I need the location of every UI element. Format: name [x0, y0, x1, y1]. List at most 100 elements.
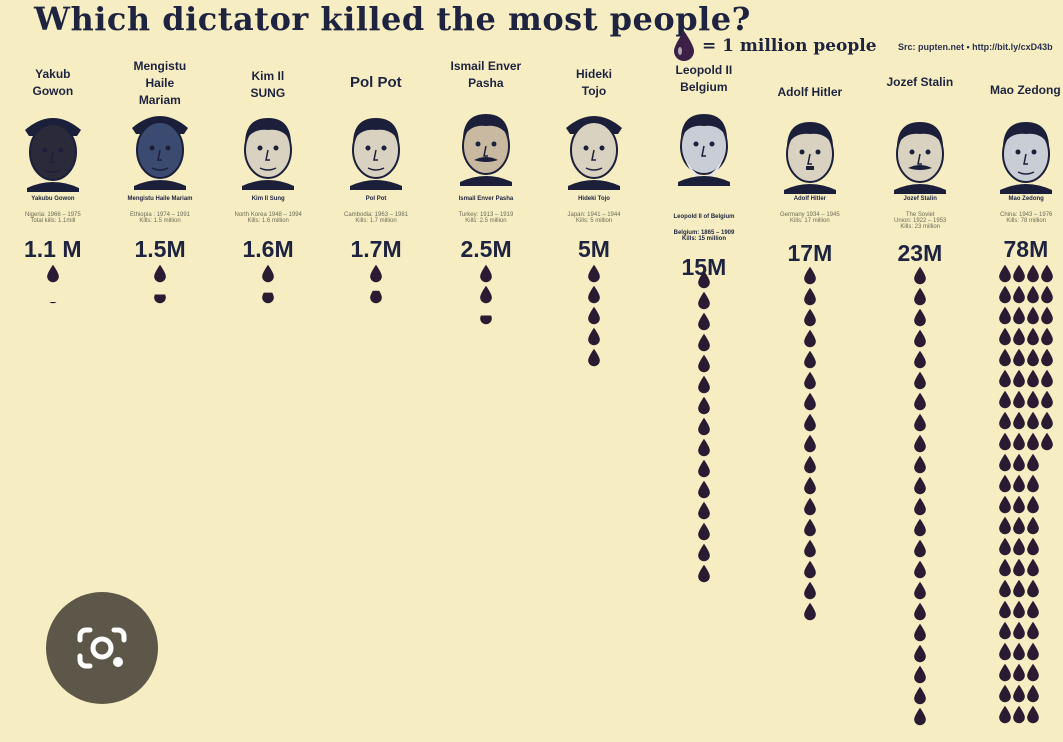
death-total: 1.5M — [134, 236, 186, 262]
blood-drop-icon — [1027, 369, 1039, 388]
blood-drop-icon — [804, 560, 816, 579]
portrait — [558, 100, 630, 190]
blood-drop-icon — [1027, 327, 1039, 346]
blood-drop-icon — [1013, 369, 1025, 388]
blood-drop-icon — [914, 539, 926, 558]
death-total: 23M — [897, 240, 943, 266]
death-total: 1.7M — [350, 236, 402, 262]
blood-drop-icon — [999, 432, 1011, 451]
blood-drop-icon — [1027, 495, 1039, 514]
caption-line: Kills: 2.5 million — [465, 218, 507, 224]
blood-drop-icon — [1041, 390, 1053, 409]
caption-name: Mengistu Haile Mariam — [127, 196, 193, 202]
blood-drop-icon — [914, 623, 926, 642]
blood-drop-icon — [804, 518, 816, 537]
blood-drop-icon — [1041, 411, 1053, 430]
blood-drop-icon — [1027, 432, 1039, 451]
caption-line: Kills: 1.7 million — [355, 218, 397, 224]
blood-drop-icon — [999, 390, 1011, 409]
caption-name: Hideki Tojo — [578, 196, 610, 202]
blood-drop-icon — [914, 644, 926, 663]
blood-drop-icon — [1027, 600, 1039, 619]
blood-drop-icon — [914, 266, 926, 285]
dictator-caption: Adolf Hitler Germany 1934 – 1945 Kills: 17… — [780, 196, 840, 224]
blood-drop-icon — [804, 287, 816, 306]
blood-drop-icon — [1027, 579, 1039, 598]
portrait — [668, 96, 740, 186]
dictator-caption: Mao Zedong China: 1943 – 1976 Kills: 78 mi… — [1000, 196, 1052, 224]
blood-drop-icon — [1013, 411, 1025, 430]
dictator-caption: Leopold II of Belgium Belgium: 1865 – 190… — [674, 214, 735, 242]
portrait — [450, 96, 522, 186]
blood-drop-icon — [914, 602, 926, 621]
blood-drop-icon — [588, 285, 600, 304]
blood-drop-icon — [1027, 516, 1039, 535]
blood-drop-icon — [1041, 348, 1053, 367]
caption-line: Germany 1934 – 1945 — [780, 212, 840, 218]
blood-drop-icon — [1013, 264, 1025, 283]
blood-drop-icon — [1027, 663, 1039, 682]
blood-drop-icon — [1013, 327, 1025, 346]
blood-drop-icon — [914, 308, 926, 327]
blood-drop-icon — [999, 327, 1011, 346]
blood-drop-icon — [999, 369, 1011, 388]
caption-line: North Korea 1948 – 1994 — [234, 212, 302, 218]
dictator-caption: Mengistu Haile Mariam Ethiopia : 1974 – 1… — [128, 196, 193, 224]
blood-drop-icon — [914, 581, 926, 600]
blood-drop-icon — [698, 438, 710, 457]
blood-drop-icon — [262, 264, 274, 283]
blood-drop-icon — [1027, 264, 1039, 283]
blood-drop-icon — [804, 476, 816, 495]
blood-drop-icon — [804, 266, 816, 285]
blood-drop-icon — [999, 516, 1011, 535]
blood-drop-icon — [914, 665, 926, 684]
blood-drop-icon — [999, 579, 1011, 598]
blood-drop-icon — [49, 301, 57, 304]
blood-drop-icon — [914, 329, 926, 348]
google-lens-icon[interactable] — [46, 592, 158, 704]
blood-drop-icon — [1027, 621, 1039, 640]
blood-drop-icon — [1013, 705, 1025, 724]
blood-drop-icon — [1027, 684, 1039, 703]
blood-drop-icon — [1013, 474, 1025, 493]
caption-name: Jozef Stalin — [903, 196, 937, 202]
source-credit[interactable]: Src: pupten.net • http://bit.ly/cxD43b — [898, 42, 1053, 52]
blood-drop-icon — [914, 413, 926, 432]
blood-drop-icon — [47, 264, 59, 283]
dictator-name: Mao Zedong — [990, 83, 1061, 97]
blood-drop-icon — [588, 264, 600, 283]
legend: = 1 million people — [672, 30, 877, 62]
blood-drop-icon — [1041, 264, 1053, 283]
blood-drop-icon — [698, 522, 710, 541]
caption-line: Cambodia: 1963 – 1981 — [344, 212, 409, 218]
blood-drop-icon — [914, 476, 926, 495]
death-total: 1.1 M — [24, 236, 82, 262]
blood-drop-icon — [1013, 453, 1025, 472]
caption-name: Leopold II of Belgium — [673, 214, 735, 220]
blood-drop-icon — [1013, 537, 1025, 556]
blood-drop-icon — [999, 642, 1011, 661]
blood-drop-icon — [1027, 411, 1039, 430]
blood-drop-icon — [1013, 285, 1025, 304]
blood-drop-icon — [1041, 306, 1053, 325]
blood-drop-icon — [914, 518, 926, 537]
blood-drop-icon — [1013, 621, 1025, 640]
death-total: 1.6M — [242, 236, 294, 262]
blood-drop-icon — [1027, 474, 1039, 493]
caption-name: Pol Pot — [365, 196, 387, 202]
blood-drop-icon — [804, 350, 816, 369]
death-total: 78M — [1003, 236, 1049, 262]
blood-drop-icon — [698, 564, 710, 583]
dictator-name: Hideki Tojo — [576, 67, 613, 98]
blood-drop-icon — [698, 354, 710, 373]
caption-line: Kills: 15 million — [681, 236, 726, 242]
caption-name: Adolf Hitler — [793, 196, 827, 202]
blood-drop-icon — [674, 31, 694, 61]
blood-drop-icon — [1027, 285, 1039, 304]
blood-drop-icon — [588, 306, 600, 325]
dictator-caption: Yakubu Gowon Nigeria: 1966 – 1975 Total ki… — [25, 196, 81, 224]
portrait — [884, 104, 956, 194]
blood-drop-icon — [1027, 558, 1039, 577]
portrait — [774, 104, 846, 194]
blood-drop-icon — [999, 306, 1011, 325]
